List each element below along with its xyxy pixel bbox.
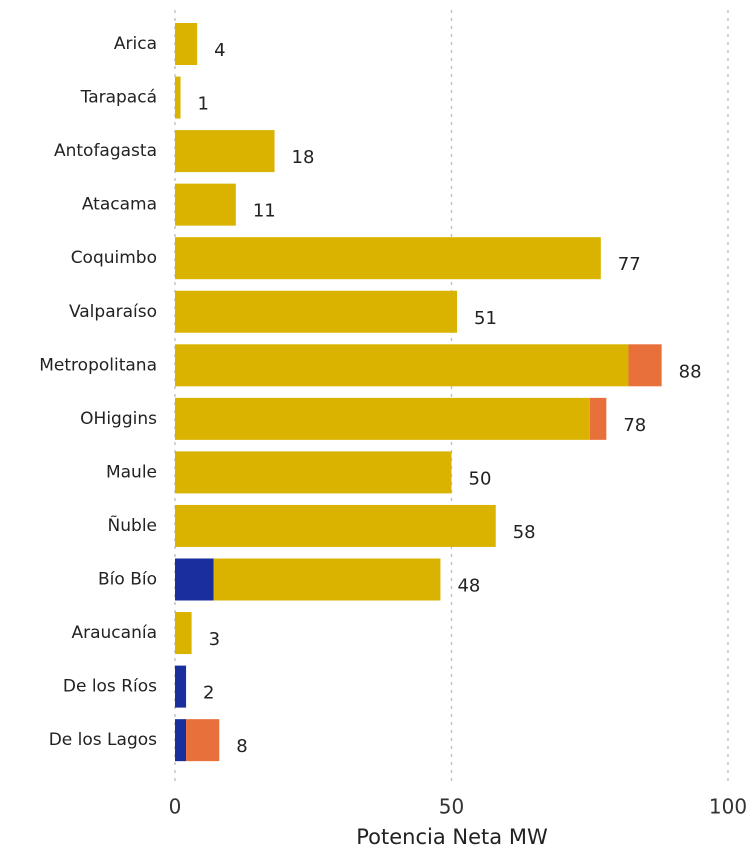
total-label: 3 — [209, 629, 220, 650]
total-label: 2 — [203, 683, 214, 704]
bar-segment — [175, 23, 198, 65]
total-label: 77 — [618, 254, 641, 275]
total-label: 78 — [623, 415, 646, 436]
x-tick-label: 50 — [439, 795, 464, 819]
total-label: 50 — [469, 468, 492, 489]
y-tick-label: Maule — [106, 462, 157, 482]
bar-segment — [175, 719, 187, 762]
bar-segment — [175, 665, 187, 708]
bar-segment — [175, 130, 275, 173]
bar-segment — [589, 397, 607, 440]
y-tick-label: Valparaíso — [69, 302, 157, 322]
y-tick-label: Arica — [114, 34, 157, 54]
total-label: 88 — [679, 361, 702, 382]
y-tick-label: Antofagasta — [54, 141, 157, 161]
bar-segment — [175, 558, 214, 601]
y-tick-label: De los Ríos — [63, 677, 157, 697]
total-label: 58 — [513, 522, 536, 543]
x-tick-label: 100 — [709, 795, 747, 819]
bar-segment — [175, 397, 590, 440]
x-tick-label: 0 — [169, 795, 182, 819]
y-tick-label: Atacama — [82, 195, 157, 215]
total-label: 11 — [253, 201, 276, 222]
bar-segment — [175, 183, 236, 226]
total-label: 4 — [214, 40, 225, 61]
bar-segment — [175, 290, 458, 333]
bar-segment — [175, 612, 192, 655]
y-tick-label: De los Lagos — [49, 730, 157, 750]
y-tick-label: Araucanía — [72, 623, 158, 643]
y-tick-label: Tarapacá — [80, 88, 157, 108]
bar-segment — [175, 76, 181, 119]
total-label: 18 — [292, 147, 315, 168]
y-tick-label: Bío Bío — [98, 570, 157, 590]
bar-segment — [213, 558, 441, 601]
x-axis-label: Potencia Neta MW — [356, 825, 548, 849]
bar-segment — [186, 719, 220, 762]
y-tick-label: OHiggins — [80, 409, 157, 429]
bar-segment — [175, 344, 629, 387]
y-tick-label: Metropolitana — [39, 355, 157, 375]
y-tick-label: Coquimbo — [71, 248, 157, 268]
bar-segment — [175, 451, 452, 494]
total-label: 1 — [198, 94, 209, 115]
bar-segment — [175, 237, 601, 280]
bar-segment — [628, 344, 662, 387]
total-label: 51 — [474, 308, 497, 329]
total-label: 48 — [457, 576, 480, 597]
y-tick-label: Ñuble — [108, 514, 157, 536]
bar-segment — [175, 504, 496, 547]
total-label: 8 — [236, 736, 247, 757]
